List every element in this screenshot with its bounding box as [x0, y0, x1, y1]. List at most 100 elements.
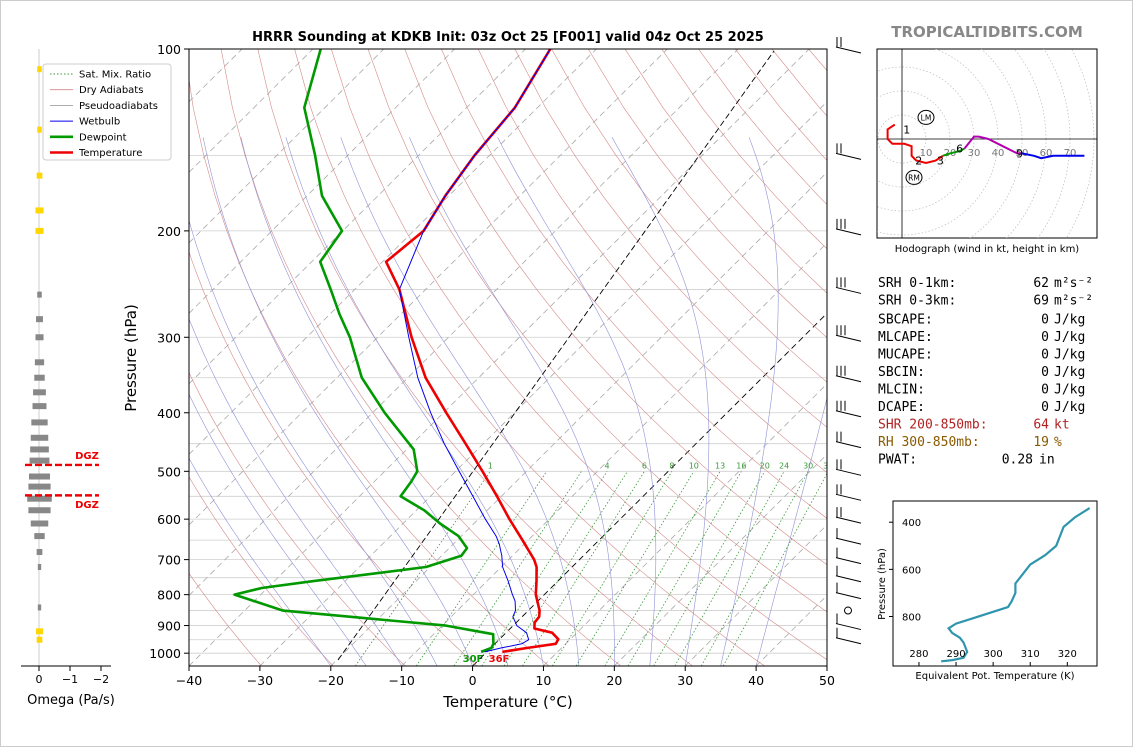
wind-barb-staff — [836, 229, 861, 235]
mixing-ratio-line — [416, 471, 547, 666]
x-tick-label: −20 — [318, 673, 344, 688]
stat-value: 64 — [1033, 418, 1049, 433]
omega-bar — [35, 334, 43, 340]
omega-bar — [31, 419, 47, 425]
stat-label: MLCIN: — [878, 383, 925, 398]
hodograph-ring-label: 30 — [968, 148, 981, 159]
theta-e-x-label: Equivalent Pot. Temperature (K) — [915, 671, 1074, 682]
stat-label: SRH 0-1km: — [878, 276, 956, 291]
stat-value: 0 — [1041, 383, 1049, 398]
legend-label: Pseudoadiabats — [79, 101, 158, 112]
theta-e-x-tick-label: 300 — [984, 649, 1003, 660]
x-tick-label: −30 — [247, 673, 273, 688]
stat-unit: m²s⁻² — [1054, 294, 1093, 309]
omega-bar — [30, 458, 50, 464]
wind-barb-staff — [836, 376, 861, 382]
hodograph-height-label: 6 — [956, 143, 963, 156]
stat-value: 19 — [1033, 435, 1049, 450]
stat-label: SHR 200-850mb: — [878, 418, 988, 433]
stat-unit: J/kg — [1054, 330, 1085, 345]
omega-x-tick-label: 0 — [36, 673, 43, 686]
mixing-ratio-line — [701, 471, 808, 666]
y-tick-label: 500 — [157, 464, 181, 479]
omega-x-tick-label: −1 — [62, 673, 78, 686]
omega-bar — [38, 604, 41, 610]
mixing-ratio-line — [723, 471, 828, 666]
hodograph-height-label: 2 — [915, 155, 922, 168]
mixing-ratio-line — [576, 471, 694, 666]
wind-barb-staff — [836, 153, 861, 159]
hodograph-ring-label: 70 — [1064, 148, 1077, 159]
stat-value: 0 — [1041, 330, 1049, 345]
omega-bar — [33, 403, 47, 409]
stat-value: 62 — [1033, 276, 1049, 291]
omega-bar — [27, 496, 52, 502]
hodograph-height-label: 1 — [903, 123, 910, 136]
wind-barb-staff — [836, 469, 861, 475]
theta-e-x-tick-label: 280 — [909, 649, 928, 660]
omega-bar — [35, 359, 44, 365]
hodograph-ring-label: 40 — [992, 148, 1005, 159]
omega-bar — [37, 637, 43, 643]
storm-motion-label: LM — [921, 113, 932, 122]
wind-barb-staff — [836, 638, 861, 644]
mixing-ratio-label: 24 — [779, 461, 789, 470]
mixing-ratio-line — [454, 471, 582, 666]
moist-adiabat-line — [115, 137, 366, 666]
stat-value: 0 — [1041, 348, 1049, 363]
mixing-ratio-label: 4 — [605, 461, 610, 470]
wind-barb-staff — [836, 576, 861, 582]
omega-bar — [37, 292, 42, 298]
chart-title: HRRR Sounding at KDKB Init: 03z Oct 25 [… — [252, 30, 764, 45]
stat-unit: % — [1054, 435, 1062, 450]
storm-motion-label: RM — [908, 173, 920, 182]
mixing-ratio-label: 30 — [803, 461, 813, 470]
mixing-ratio-line — [654, 471, 765, 666]
wind-barb-staff — [836, 287, 861, 293]
stat-value: 69 — [1033, 294, 1049, 309]
wind-barb-staff — [836, 47, 861, 53]
mixing-ratio-label: 6 — [642, 461, 647, 470]
y-tick-label: 600 — [157, 512, 181, 527]
omega-bar — [31, 435, 48, 441]
wind-barb-staff — [836, 411, 861, 417]
mixing-ratio-label: 13 — [715, 461, 725, 470]
omega-bar — [31, 520, 48, 526]
x-tick-label: 30 — [677, 673, 693, 688]
mixing-ratio-label: 1 — [488, 461, 493, 470]
omega-bar — [29, 474, 50, 480]
theta-e-x-tick-label: 310 — [1021, 649, 1040, 660]
isotherm-line — [118, 49, 738, 666]
wetbulb-profile-line — [399, 49, 550, 652]
omega-bar — [36, 316, 43, 322]
calm-wind-circle — [845, 607, 852, 614]
mixing-ratio-label: 8 — [669, 461, 674, 470]
omega-axis-label: Omega (Pa/s) — [27, 693, 115, 708]
omega-bar — [35, 207, 43, 213]
y-tick-label: 800 — [157, 588, 181, 603]
hodograph-frame — [877, 49, 1097, 238]
wind-barb-staff — [836, 442, 861, 448]
omega-bar — [37, 66, 42, 72]
moist-adiabat-line — [286, 137, 544, 666]
omega-bar — [34, 375, 44, 381]
stat-unit: J/kg — [1054, 313, 1085, 328]
mixing-ratio-label: 10 — [689, 461, 699, 470]
stat-value: 0.28 — [1002, 453, 1033, 468]
stat-value: 0 — [1041, 400, 1049, 415]
stat-unit: J/kg — [1054, 365, 1085, 380]
stat-value: 0 — [1041, 365, 1049, 380]
omega-bar — [37, 549, 43, 555]
stat-unit: kt — [1054, 418, 1070, 433]
wind-barb-staff — [836, 335, 861, 341]
mixing-ratio-label: 36 — [823, 461, 833, 470]
stat-label: MLCAPE: — [878, 330, 933, 345]
x-tick-label: 0 — [469, 673, 477, 688]
omega-bar — [28, 484, 50, 490]
wind-barb-staff — [836, 494, 861, 500]
x-tick-label: 20 — [606, 673, 622, 688]
dry-adiabat-line — [331, 49, 836, 666]
x-tick-label: 40 — [748, 673, 764, 688]
